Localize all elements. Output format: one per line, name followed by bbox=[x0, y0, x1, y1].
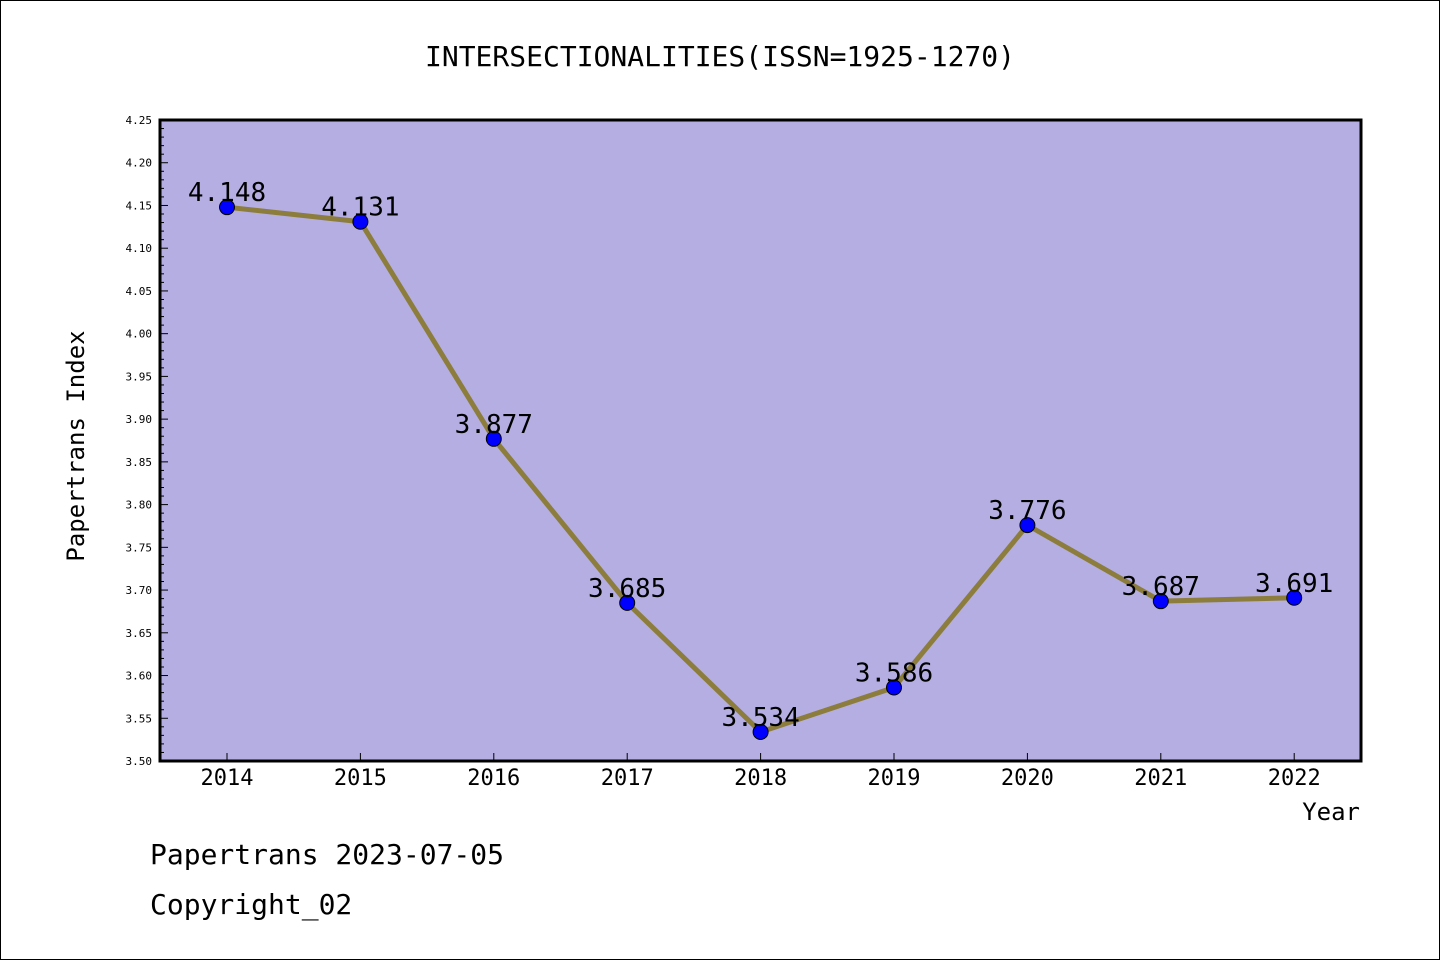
y-tick-label: 4.05 bbox=[126, 285, 153, 298]
x-tick-label: 2016 bbox=[467, 766, 520, 791]
data-point bbox=[219, 199, 235, 216]
footer-date: Papertrans 2023-07-05 bbox=[150, 838, 504, 871]
y-axis-label: Papertrans Index bbox=[62, 330, 90, 561]
data-label: 3.691 bbox=[1255, 569, 1333, 599]
y-tick-label: 3.60 bbox=[126, 670, 153, 683]
y-tick-label: 3.90 bbox=[126, 413, 153, 426]
series-line-group bbox=[219, 199, 1303, 740]
data-label: 3.877 bbox=[455, 410, 533, 440]
y-tick-label: 4.25 bbox=[126, 114, 153, 127]
y-tick-label: 3.65 bbox=[126, 627, 153, 640]
data-label: 3.687 bbox=[1122, 572, 1200, 602]
y-tick-label: 3.50 bbox=[126, 755, 153, 768]
data-point bbox=[619, 594, 636, 611]
y-tick-label: 3.95 bbox=[126, 370, 153, 383]
data-label: 3.534 bbox=[721, 703, 799, 733]
data-point bbox=[1019, 517, 1036, 534]
x-tick-label: 2015 bbox=[334, 766, 387, 791]
x-tick-label: 2020 bbox=[1001, 766, 1054, 791]
y-tick-label: 3.75 bbox=[126, 541, 153, 554]
x-tick-label: 2018 bbox=[734, 766, 787, 791]
x-tick-label: 2019 bbox=[868, 766, 921, 791]
x-tick-label: 2014 bbox=[201, 766, 254, 791]
y-tick-label: 4.15 bbox=[126, 199, 153, 212]
y-tick-label: 3.80 bbox=[126, 499, 153, 512]
y-tick-label: 4.00 bbox=[126, 328, 153, 341]
x-tick-label: 2021 bbox=[1134, 766, 1187, 791]
footer-copyright: Copyright_02 bbox=[150, 888, 352, 922]
data-label: 4.148 bbox=[188, 178, 266, 208]
data-label: 3.685 bbox=[588, 574, 666, 604]
x-tick-label: 2017 bbox=[601, 766, 654, 791]
y-tick-label: 3.85 bbox=[126, 456, 153, 469]
x-tick-label: 2022 bbox=[1268, 766, 1321, 791]
x-axis-ticks: 2014 2015 2016 2017 2018 2019 2020 2021 2022 bbox=[201, 753, 1321, 791]
y-tick-label: 4.10 bbox=[126, 242, 153, 255]
data-label: 3.586 bbox=[855, 658, 933, 688]
data-point bbox=[352, 213, 369, 230]
data-point bbox=[752, 723, 769, 740]
y-axis-ticks: 3.50 3.55 3.60 3.65 3.70 3.75 3.80 3.85 3.90 3.95… bbox=[126, 114, 168, 768]
x-axis-label: Year bbox=[1302, 798, 1360, 826]
data-point bbox=[1286, 589, 1303, 606]
data-point bbox=[886, 679, 902, 696]
y-tick-label: 3.55 bbox=[126, 712, 153, 725]
data-label: 3.776 bbox=[988, 496, 1066, 526]
y-tick-label: 3.70 bbox=[126, 584, 153, 597]
data-label: 4.131 bbox=[321, 193, 399, 223]
data-point bbox=[485, 430, 502, 447]
data-point bbox=[1152, 593, 1169, 610]
chart-title: INTERSECTIONALITIES(ISSN=1925-1270) bbox=[425, 40, 1015, 73]
y-tick-label: 4.20 bbox=[126, 157, 153, 170]
data-labels: 4.148 4.131 3.877 3.685 3.534 3.586 3.776 3.687… bbox=[188, 178, 1333, 733]
